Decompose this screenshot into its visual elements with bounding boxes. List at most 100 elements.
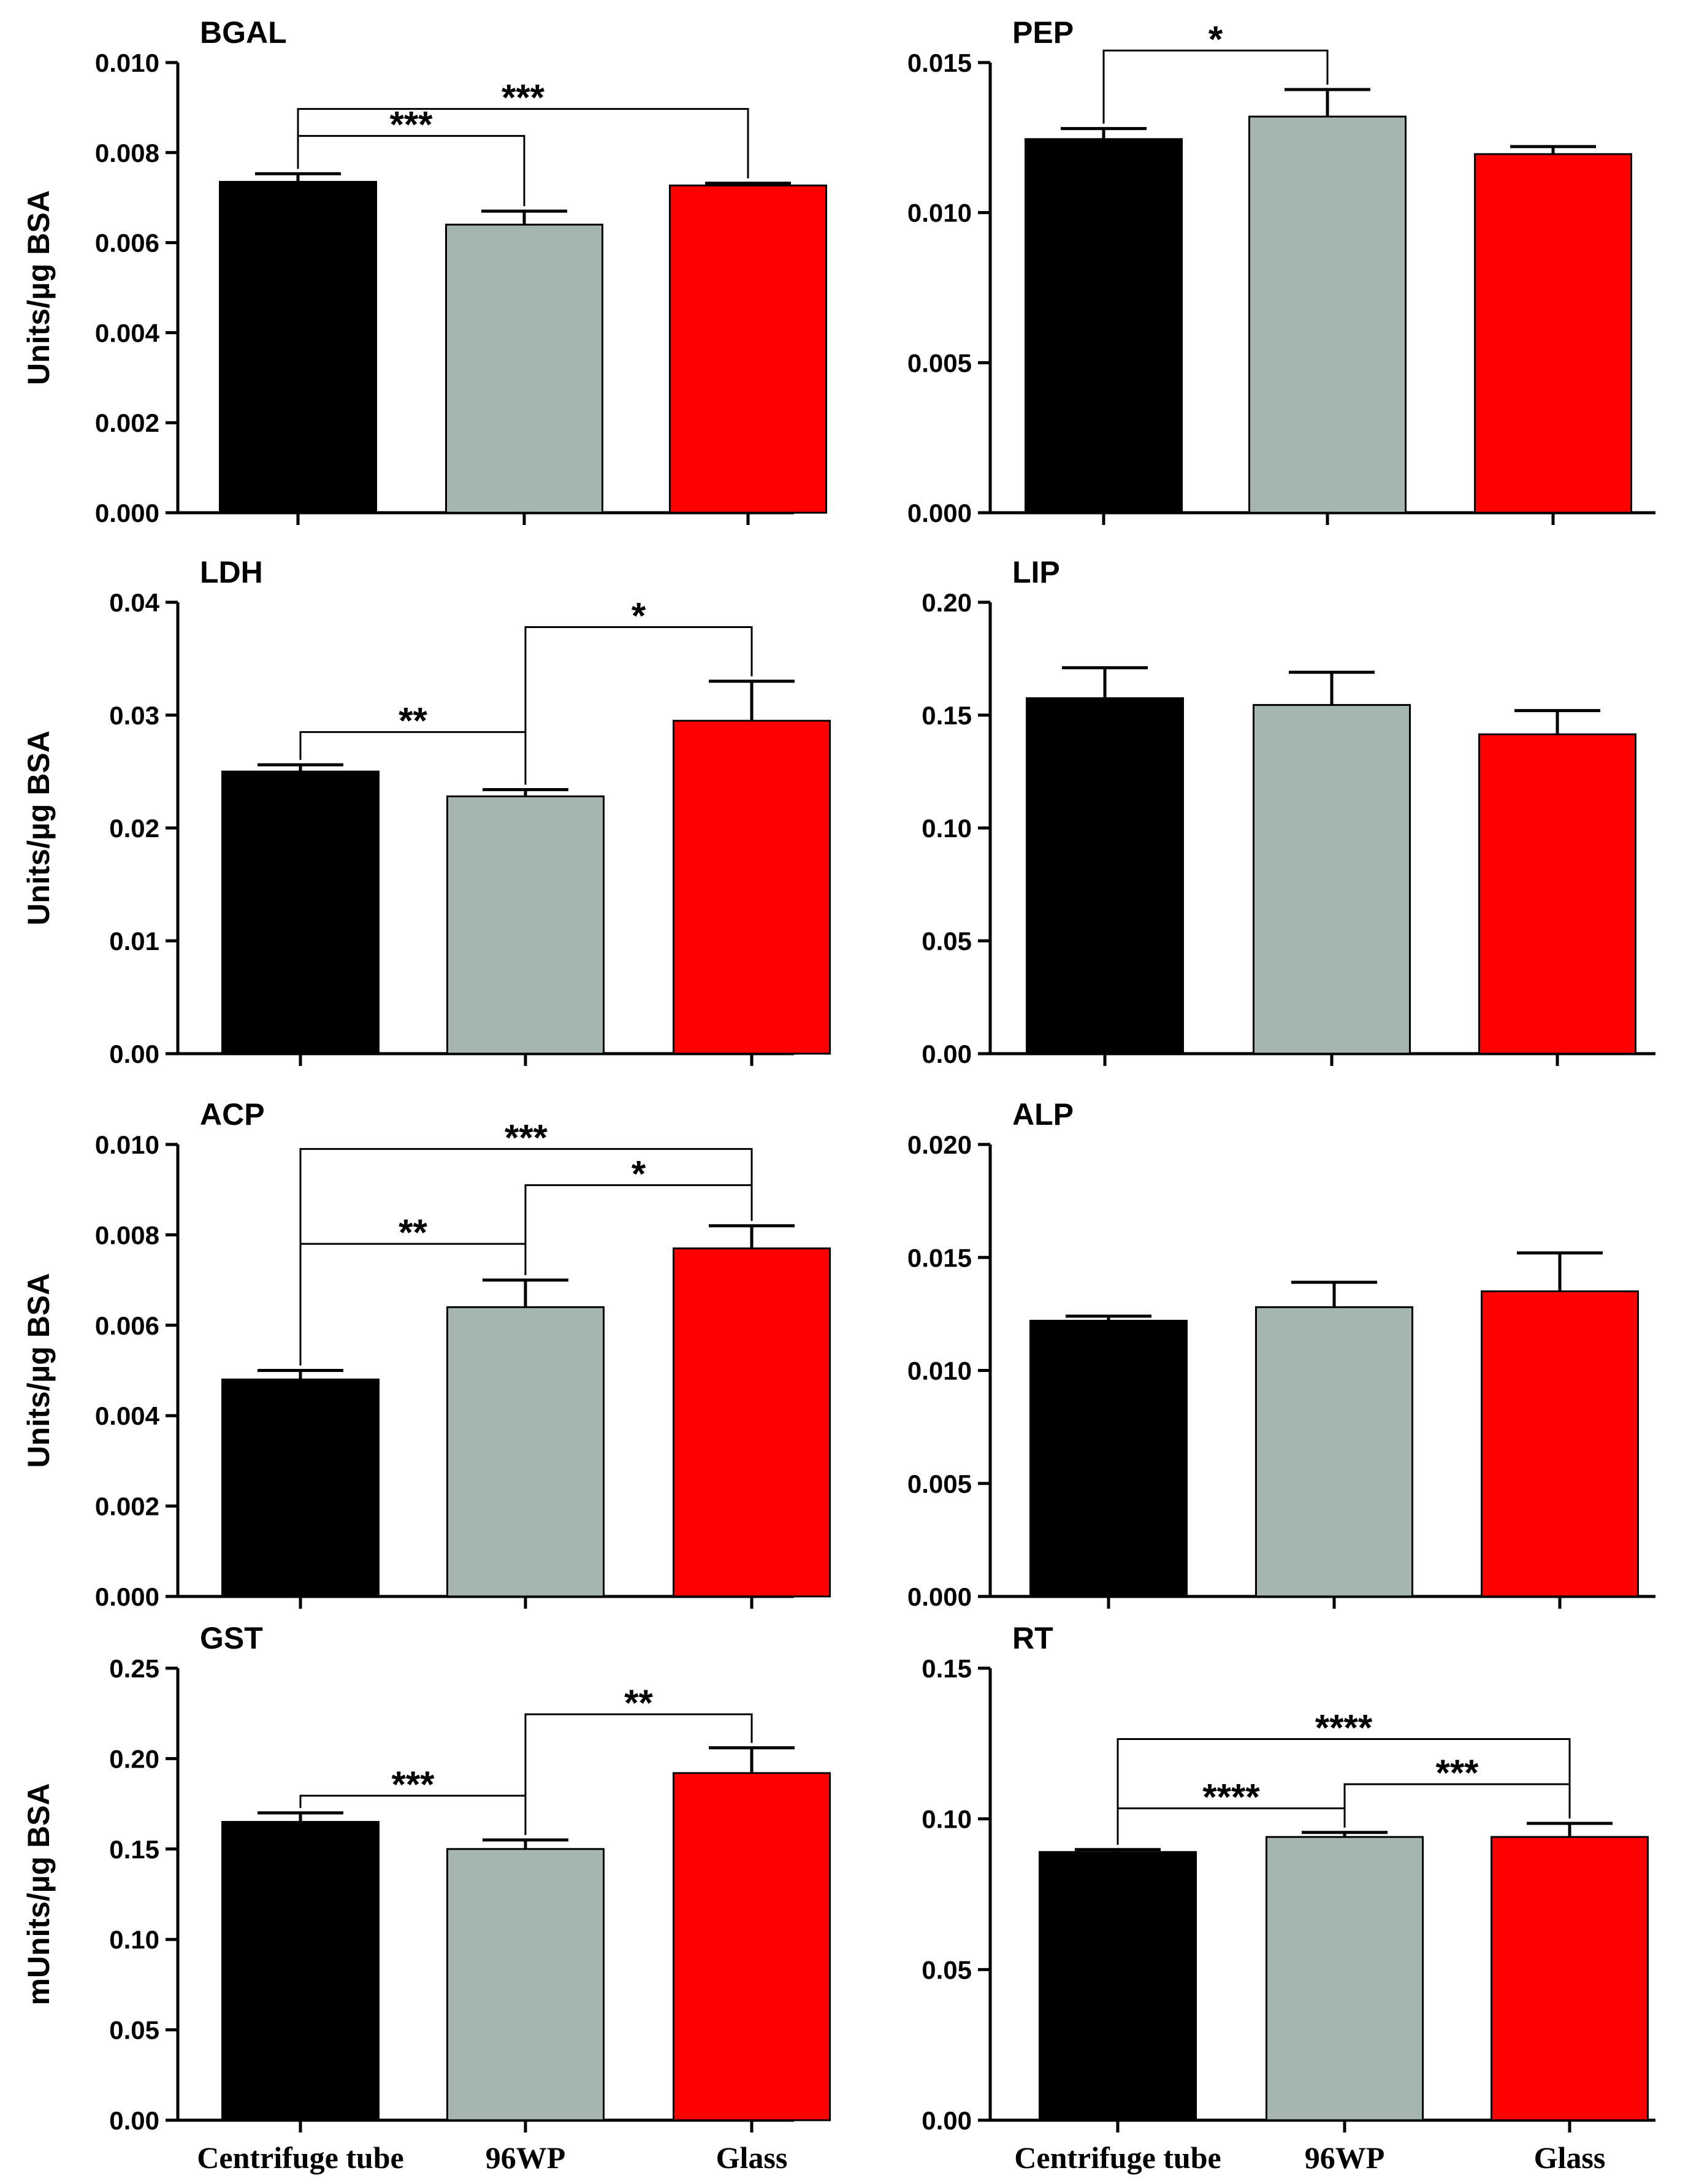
bar-glass	[669, 184, 827, 514]
bar-centrifuge-tube	[221, 770, 380, 1055]
y-tick-label: 0.006	[95, 229, 159, 258]
x-tick-label: Centrifuge tube	[197, 2140, 403, 2175]
significance-label: **	[399, 700, 427, 741]
significance-label: ***	[391, 1764, 435, 1805]
bar-glass	[1478, 733, 1636, 1055]
y-tick-label: 0.006	[95, 1311, 159, 1340]
y-tick-label: 0.04	[109, 588, 159, 617]
significance-bracket	[1102, 49, 1329, 124]
y-axis-label: Units/µg BSA	[21, 190, 56, 385]
y-tick-label: 0.004	[95, 318, 160, 347]
y-tick-label: 0.00	[109, 1040, 159, 1068]
bar-centrifuge-tube	[221, 1378, 380, 1598]
chart-title: GST	[200, 1621, 263, 1655]
bar-96wp	[1255, 1306, 1413, 1598]
x-tick-label: Glass	[716, 2140, 788, 2175]
chart-title: ALP	[1012, 1097, 1074, 1132]
y-tick-label: 0.008	[95, 1220, 159, 1249]
chart-panel-bgal: BGAL Units/µg BSA 0.000 0.002 0.004 0.006 0.00…	[21, 15, 827, 527]
x-tick-label: Glass	[1534, 2140, 1606, 2175]
significance-label: ***	[389, 104, 433, 145]
y-tick-label: 0.015	[907, 1243, 972, 1272]
y-tick-label: 0.002	[95, 408, 159, 437]
y-tick-label: 0.05	[922, 1955, 972, 1984]
significance-label: **	[399, 1212, 427, 1253]
y-axis-label: Units/µg BSA	[21, 1273, 56, 1468]
chart-panel-alp: ALP 0.000 0.005 0.010 0.015 0.020	[907, 1097, 1655, 1611]
bar-glass	[673, 719, 831, 1055]
bar-96wp	[446, 1306, 605, 1598]
bar-96wp	[1266, 1836, 1424, 2121]
y-tick-label: 0.15	[922, 1654, 972, 1683]
y-tick-label: 0.10	[922, 1805, 972, 1834]
significance-label: **	[624, 1682, 653, 1723]
bar-96wp	[446, 1848, 605, 2121]
y-tick-label: 0.05	[922, 927, 972, 956]
chart-title: BGAL	[200, 15, 287, 50]
chart-title: RT	[1012, 1621, 1053, 1655]
chart-panel-gst: GST mUnits/µg BSA 0.00 0.05 0.10 0.15 0.20 0.25…	[21, 1621, 831, 2175]
bar-96wp	[445, 223, 603, 514]
bar-96wp	[1248, 115, 1407, 514]
significance-label: ***	[1435, 1752, 1479, 1793]
chart-title: ACP	[200, 1097, 265, 1132]
y-tick-label: 0.010	[907, 1357, 972, 1385]
significance-label: ***	[502, 77, 545, 118]
chart-title: LIP	[1012, 555, 1060, 589]
bar-centrifuge-tube	[219, 181, 377, 514]
y-tick-label: 0.00	[922, 2106, 972, 2135]
y-tick-label: 0.10	[109, 1925, 159, 1954]
significance-bracket	[524, 1713, 753, 1836]
bar-glass	[1491, 1836, 1649, 2121]
bar-centrifuge-tube	[1029, 1319, 1188, 1598]
y-tick-label: 0.15	[109, 1835, 159, 1864]
y-tick-label: 0.00	[922, 1040, 972, 1068]
significance-label: *	[632, 595, 646, 636]
y-tick-label: 0.15	[922, 701, 972, 730]
chart-panel-pep: PEP 0.000 0.005 0.010 0.015 *	[907, 15, 1655, 527]
significance-label: ****	[1202, 1776, 1260, 1817]
chart-panel-lip: LIP 0.00 0.05 0.10 0.15 0.20	[922, 555, 1655, 1068]
bar-centrifuge-tube	[1025, 138, 1183, 514]
bar-96wp	[1253, 703, 1411, 1055]
bar-glass	[1474, 153, 1632, 514]
y-tick-label: 0.20	[922, 588, 972, 617]
x-tick-label: 96WP	[486, 2140, 566, 2175]
y-tick-label: 0.015	[907, 48, 972, 77]
y-tick-label: 0.000	[907, 1582, 972, 1611]
x-tick-label: Centrifuge tube	[1014, 2140, 1221, 2175]
significance-bracket	[299, 1148, 753, 1366]
bar-centrifuge-tube	[1039, 1851, 1197, 2121]
significance-bracket	[524, 626, 753, 785]
bar-glass	[1481, 1290, 1639, 1598]
bar-centrifuge-tube	[221, 1821, 380, 2121]
y-axis-label: Units/µg BSA	[21, 730, 56, 925]
y-tick-label: 0.002	[95, 1492, 159, 1521]
y-tick-label: 0.02	[109, 814, 159, 843]
chart-panel-rt: RT 0.00 0.05 0.10 0.15 Centrifuge tube 96WP Gla…	[922, 1621, 1655, 2175]
chart-panel-acp: ACP Units/µg BSA 0.000 0.002 0.004 0.006 0.008…	[21, 1097, 831, 1611]
significance-label: *	[632, 1153, 646, 1194]
bar-glass	[673, 1772, 831, 2121]
y-tick-label: 0.000	[907, 499, 972, 527]
y-tick-label: 0.010	[95, 48, 159, 77]
significance-bracket	[297, 108, 749, 178]
y-tick-label: 0.004	[95, 1401, 160, 1430]
bar-glass	[673, 1247, 831, 1598]
y-tick-label: 0.005	[907, 1469, 972, 1498]
y-tick-label: 0.20	[109, 1744, 159, 1773]
y-tick-label: 0.008	[95, 139, 159, 167]
x-tick-label: 96WP	[1305, 2140, 1385, 2175]
significance-label: ****	[1315, 1707, 1373, 1748]
y-tick-label: 0.10	[922, 814, 972, 843]
bar-96wp	[446, 795, 605, 1055]
y-tick-label: 0.000	[95, 1582, 159, 1611]
y-tick-label: 0.000	[95, 499, 159, 527]
chart-title: LDH	[200, 555, 263, 589]
y-tick-label: 0.010	[907, 199, 972, 228]
y-tick-label: 0.005	[907, 348, 972, 377]
y-tick-label: 0.010	[95, 1130, 159, 1159]
y-tick-label: 0.03	[109, 701, 159, 730]
